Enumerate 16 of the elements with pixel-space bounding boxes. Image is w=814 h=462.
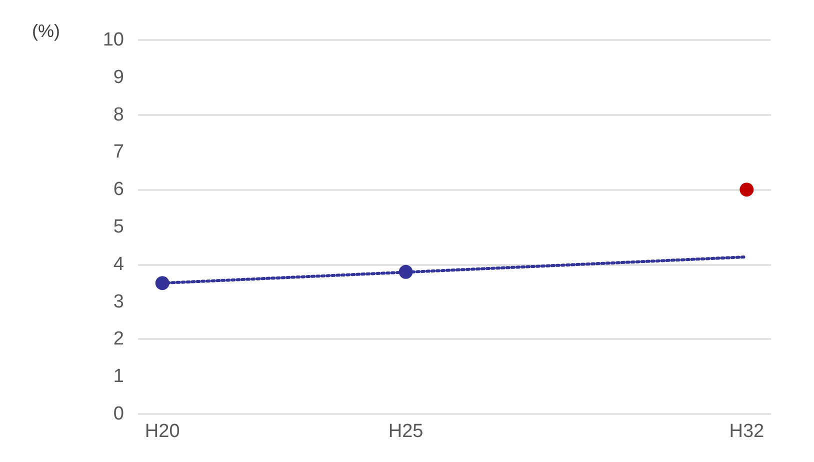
y-tick-label: 6 bbox=[113, 179, 124, 200]
y-tick-label: 8 bbox=[113, 104, 124, 126]
x-tick-label: H32 bbox=[729, 421, 764, 442]
y-tick-label: 9 bbox=[113, 66, 124, 88]
y-tick-label: 1 bbox=[113, 366, 124, 388]
y-tick-label: 2 bbox=[113, 328, 124, 350]
y-tick-label: 4 bbox=[113, 254, 124, 275]
y-tick-label: 0 bbox=[113, 404, 124, 424]
y-tick-label: 5 bbox=[113, 216, 124, 238]
x-tick-label: H25 bbox=[388, 421, 424, 442]
y-tick-label: 10 bbox=[102, 30, 124, 50]
y-tick-label: 3 bbox=[113, 291, 124, 312]
x-tick-label: H20 bbox=[144, 421, 180, 442]
y-tick-label: 7 bbox=[113, 142, 124, 163]
y-axis-title: (%) bbox=[32, 21, 60, 41]
point bbox=[740, 182, 754, 197]
